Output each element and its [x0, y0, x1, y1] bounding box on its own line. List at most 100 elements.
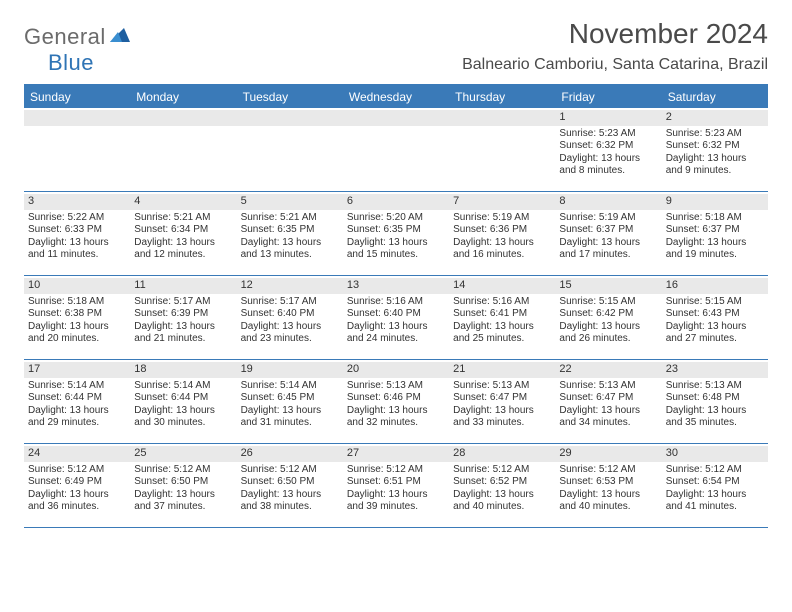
daylight-text: Daylight: 13 hours and 23 minutes.	[241, 321, 339, 346]
day-cell: 3Sunrise: 5:22 AMSunset: 6:33 PMDaylight…	[24, 192, 130, 276]
day-cell: 13Sunrise: 5:16 AMSunset: 6:40 PMDayligh…	[343, 276, 449, 360]
sunrise-text: Sunrise: 5:23 AM	[559, 128, 657, 141]
sunset-text: Sunset: 6:42 PM	[559, 308, 657, 321]
sunrise-text: Sunrise: 5:13 AM	[453, 380, 551, 393]
day-cell: 23Sunrise: 5:13 AMSunset: 6:48 PMDayligh…	[662, 360, 768, 444]
logo-text-blue: Blue	[48, 50, 94, 75]
logo-text-general: General	[24, 24, 106, 50]
day-number: 26	[237, 446, 343, 462]
sunrise-text: Sunrise: 5:12 AM	[241, 464, 339, 477]
weekday-header: Sunday	[24, 86, 130, 108]
day-cell: 28Sunrise: 5:12 AMSunset: 6:52 PMDayligh…	[449, 444, 555, 528]
sunset-text: Sunset: 6:40 PM	[241, 308, 339, 321]
daylight-text: Daylight: 13 hours and 25 minutes.	[453, 321, 551, 346]
day-cell: 11Sunrise: 5:17 AMSunset: 6:39 PMDayligh…	[130, 276, 236, 360]
daylight-text: Daylight: 13 hours and 19 minutes.	[666, 237, 764, 262]
sunset-text: Sunset: 6:32 PM	[666, 140, 764, 153]
sunset-text: Sunset: 6:33 PM	[28, 224, 126, 237]
daylight-text: Daylight: 13 hours and 16 minutes.	[453, 237, 551, 262]
sunrise-text: Sunrise: 5:12 AM	[347, 464, 445, 477]
day-number: 10	[24, 278, 130, 294]
sunset-text: Sunset: 6:47 PM	[559, 392, 657, 405]
empty-cell	[237, 108, 343, 192]
day-number: 20	[343, 362, 449, 378]
day-cell: 30Sunrise: 5:12 AMSunset: 6:54 PMDayligh…	[662, 444, 768, 528]
day-number: 6	[343, 194, 449, 210]
daylight-text: Daylight: 13 hours and 36 minutes.	[28, 489, 126, 514]
sunrise-text: Sunrise: 5:14 AM	[134, 380, 232, 393]
day-number: 8	[555, 194, 661, 210]
daylight-text: Daylight: 13 hours and 33 minutes.	[453, 405, 551, 430]
sunset-text: Sunset: 6:38 PM	[28, 308, 126, 321]
sunrise-text: Sunrise: 5:23 AM	[666, 128, 764, 141]
empty-cell	[343, 108, 449, 192]
day-cell: 5Sunrise: 5:21 AMSunset: 6:35 PMDaylight…	[237, 192, 343, 276]
daylight-text: Daylight: 13 hours and 30 minutes.	[134, 405, 232, 430]
calendar-page: General November 2024 Balneario Camboriu…	[0, 0, 792, 540]
daylight-text: Daylight: 13 hours and 20 minutes.	[28, 321, 126, 346]
daylight-text: Daylight: 13 hours and 38 minutes.	[241, 489, 339, 514]
daylight-text: Daylight: 13 hours and 37 minutes.	[134, 489, 232, 514]
day-number: 5	[237, 194, 343, 210]
day-number: 28	[449, 446, 555, 462]
sunrise-text: Sunrise: 5:18 AM	[28, 296, 126, 309]
sunset-text: Sunset: 6:41 PM	[453, 308, 551, 321]
sunrise-text: Sunrise: 5:12 AM	[28, 464, 126, 477]
calendar-grid: SundayMondayTuesdayWednesdayThursdayFrid…	[24, 84, 768, 528]
sunset-text: Sunset: 6:44 PM	[134, 392, 232, 405]
day-cell: 27Sunrise: 5:12 AMSunset: 6:51 PMDayligh…	[343, 444, 449, 528]
day-number: 15	[555, 278, 661, 294]
logo-triangle-icon	[110, 26, 130, 49]
sunset-text: Sunset: 6:53 PM	[559, 476, 657, 489]
daylight-text: Daylight: 13 hours and 40 minutes.	[559, 489, 657, 514]
day-number: 2	[662, 110, 768, 126]
weekday-header: Tuesday	[237, 86, 343, 108]
day-cell: 6Sunrise: 5:20 AMSunset: 6:35 PMDaylight…	[343, 192, 449, 276]
sunset-text: Sunset: 6:36 PM	[453, 224, 551, 237]
day-cell: 9Sunrise: 5:18 AMSunset: 6:37 PMDaylight…	[662, 192, 768, 276]
daylight-text: Daylight: 13 hours and 39 minutes.	[347, 489, 445, 514]
sunset-text: Sunset: 6:32 PM	[559, 140, 657, 153]
day-cell: 16Sunrise: 5:15 AMSunset: 6:43 PMDayligh…	[662, 276, 768, 360]
daylight-text: Daylight: 13 hours and 9 minutes.	[666, 153, 764, 178]
sunset-text: Sunset: 6:34 PM	[134, 224, 232, 237]
day-number: 24	[24, 446, 130, 462]
sunrise-text: Sunrise: 5:20 AM	[347, 212, 445, 225]
sunset-text: Sunset: 6:39 PM	[134, 308, 232, 321]
sunset-text: Sunset: 6:43 PM	[666, 308, 764, 321]
day-number: 7	[449, 194, 555, 210]
logo: General	[24, 18, 132, 50]
daylight-text: Daylight: 13 hours and 13 minutes.	[241, 237, 339, 262]
sunset-text: Sunset: 6:50 PM	[241, 476, 339, 489]
sunrise-text: Sunrise: 5:12 AM	[666, 464, 764, 477]
sunset-text: Sunset: 6:37 PM	[666, 224, 764, 237]
day-number: 17	[24, 362, 130, 378]
weekday-header: Saturday	[662, 86, 768, 108]
daylight-text: Daylight: 13 hours and 41 minutes.	[666, 489, 764, 514]
sunrise-text: Sunrise: 5:17 AM	[241, 296, 339, 309]
day-number: 14	[449, 278, 555, 294]
sunrise-text: Sunrise: 5:13 AM	[559, 380, 657, 393]
empty-cell	[449, 108, 555, 192]
sunset-text: Sunset: 6:47 PM	[453, 392, 551, 405]
location-text: Balneario Camboriu, Santa Catarina, Braz…	[462, 56, 768, 74]
sunset-text: Sunset: 6:35 PM	[241, 224, 339, 237]
day-cell: 26 Sunrise: 5:12 AMSunset: 6:50 PMDayligh…	[237, 444, 343, 528]
daylight-text: Daylight: 13 hours and 40 minutes.	[453, 489, 551, 514]
day-cell: 4Sunrise: 5:21 AMSunset: 6:34 PMDaylight…	[130, 192, 236, 276]
sunset-text: Sunset: 6:48 PM	[666, 392, 764, 405]
day-number: 22	[555, 362, 661, 378]
daylight-text: Daylight: 13 hours and 21 minutes.	[134, 321, 232, 346]
sunrise-text: Sunrise: 5:19 AM	[559, 212, 657, 225]
sunrise-text: Sunrise: 5:13 AM	[666, 380, 764, 393]
sunset-text: Sunset: 6:49 PM	[28, 476, 126, 489]
day-number: 16	[662, 278, 768, 294]
day-number: 12	[237, 278, 343, 294]
title-block: November 2024 Balneario Camboriu, Santa …	[462, 18, 768, 74]
daylight-text: Daylight: 13 hours and 35 minutes.	[666, 405, 764, 430]
day-cell: 14Sunrise: 5:16 AMSunset: 6:41 PMDayligh…	[449, 276, 555, 360]
month-title: November 2024	[462, 18, 768, 50]
sunset-text: Sunset: 6:50 PM	[134, 476, 232, 489]
day-number: 21	[449, 362, 555, 378]
daylight-text: Daylight: 13 hours and 12 minutes.	[134, 237, 232, 262]
